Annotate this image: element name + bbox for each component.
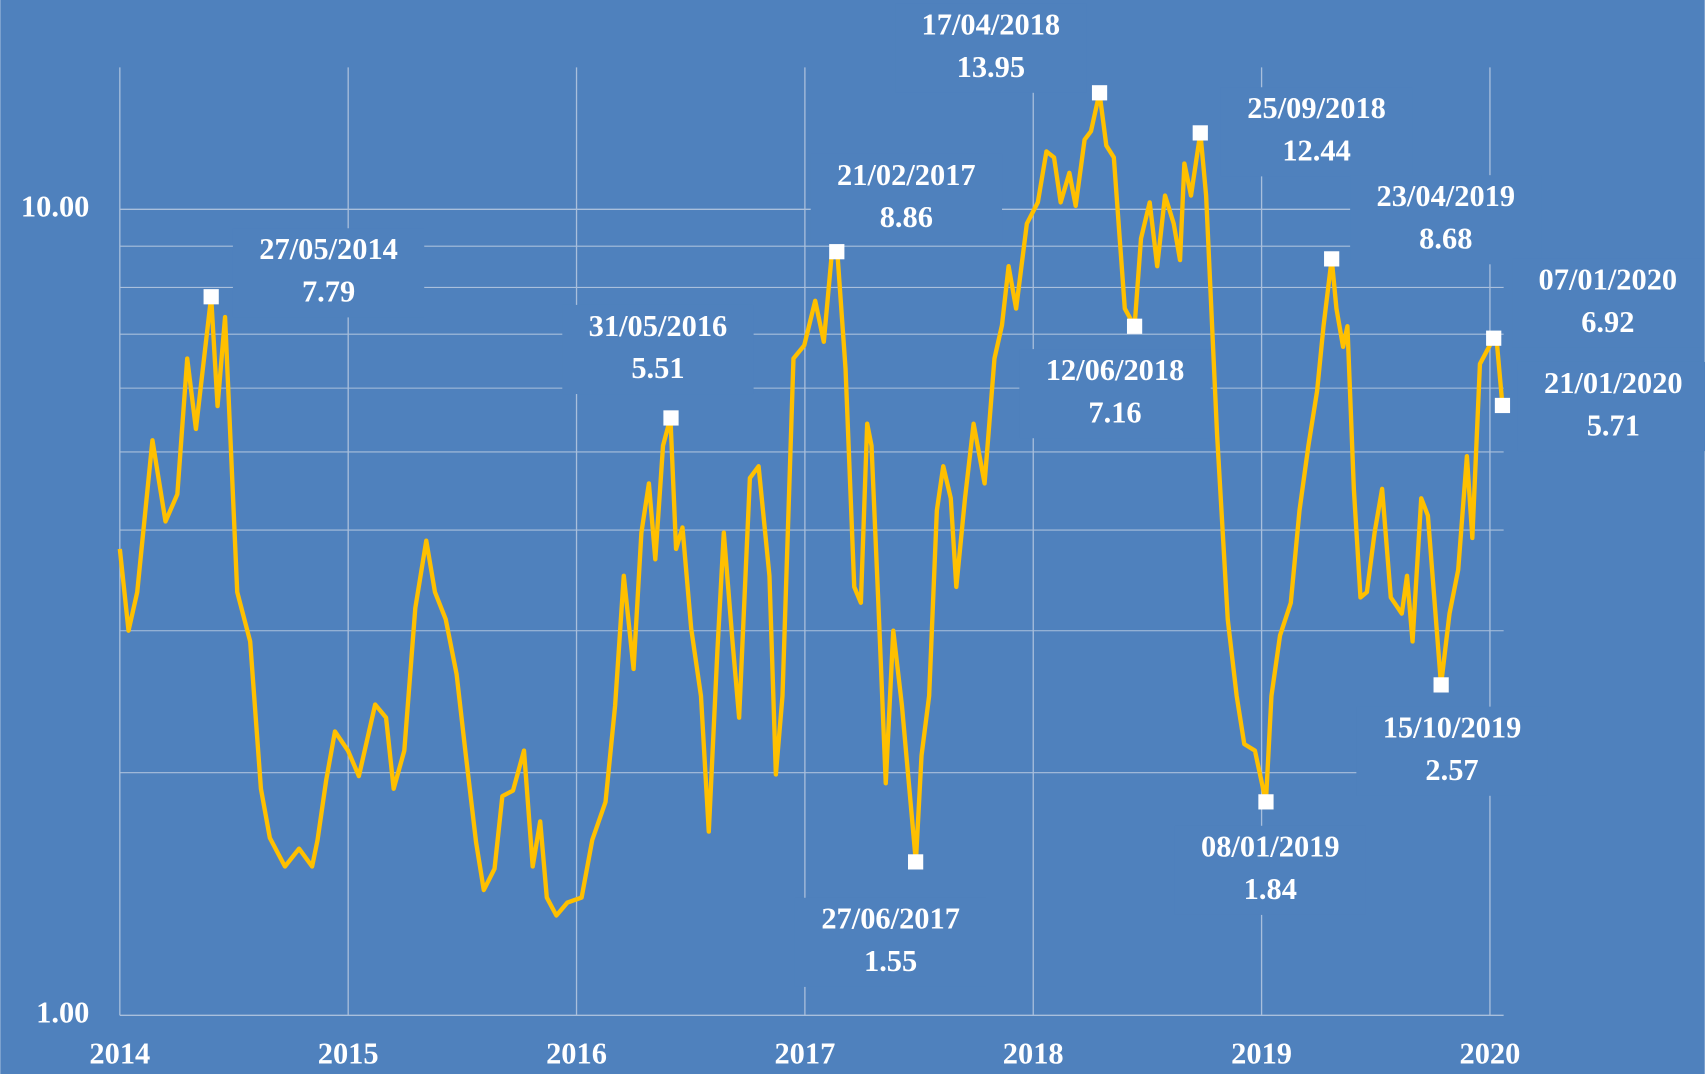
label-backdrop [1350,175,1542,265]
x-tick-label: 2016 [546,1037,607,1071]
label-backdrop [794,897,987,987]
x-tick-label: 2017 [774,1037,835,1071]
point-marker [829,244,845,260]
annotation-value: 12.44 [1282,134,1350,168]
line-series [117,90,1505,918]
annotation-date: 08/01/2019 [1201,830,1340,864]
point-marker [1091,85,1108,101]
annotation-date: 07/01/2020 [1539,263,1678,297]
annotation-date: 27/06/2017 [821,902,960,936]
point-marker [1494,397,1511,414]
y-tick-label: 1.00 [36,995,89,1029]
point-marker [1433,677,1449,693]
annotation-value: 8.68 [1419,221,1472,255]
point-marker [663,410,679,426]
label-backdrop [1174,825,1366,915]
annotation-value: 1.84 [1244,872,1297,906]
label-backdrop [1512,258,1704,348]
point-marker [1192,125,1208,141]
label-backdrop [1356,706,1548,796]
point-marker [1126,318,1143,334]
label-backdrop [1517,361,1705,452]
x-tick-label: 2019 [1231,1037,1292,1071]
label-backdrop [810,153,1003,243]
label-backdrop [1019,349,1211,439]
annotation-value: 2.57 [1425,753,1478,787]
annotation-value: 5.71 [1587,408,1640,442]
x-tick-label: 2015 [318,1037,379,1071]
annotation-value: 1.55 [864,944,917,978]
point-marker [1324,251,1340,267]
annotation-date: 25/09/2018 [1247,91,1386,125]
label-backdrop [232,228,425,318]
annotation-date: 21/02/2017 [837,158,976,192]
label-backdrop [562,304,754,395]
point-marker [1486,330,1502,346]
annotation-date: 15/10/2019 [1383,711,1522,745]
annotation-value: 7.79 [302,275,355,309]
annotation-value: 8.86 [880,200,933,234]
annotation-date: 12/06/2018 [1046,353,1185,387]
annotation-date: 31/05/2016 [589,309,728,343]
y-tick-label: 10.00 [21,189,89,223]
point-marker [1258,794,1274,810]
label-backdrop [1220,87,1413,177]
annotation-value: 13.95 [957,50,1025,84]
annotation-date: 23/04/2019 [1376,179,1515,213]
annotation-date: 17/04/2018 [922,8,1061,42]
annotation-value: 5.51 [631,351,684,385]
annotation-value: 7.16 [1088,395,1141,429]
point-marker [203,289,219,305]
x-tick-label: 2018 [1003,1037,1064,1071]
annotation-date: 27/05/2014 [259,232,398,266]
annotation-value: 6.92 [1581,305,1634,339]
point-marker [908,854,924,870]
annotation-date: 21/01/2020 [1544,366,1683,400]
x-tick-label: 2020 [1460,1037,1521,1071]
label-backdrop [895,3,1087,93]
x-tick-label: 2014 [89,1037,150,1071]
